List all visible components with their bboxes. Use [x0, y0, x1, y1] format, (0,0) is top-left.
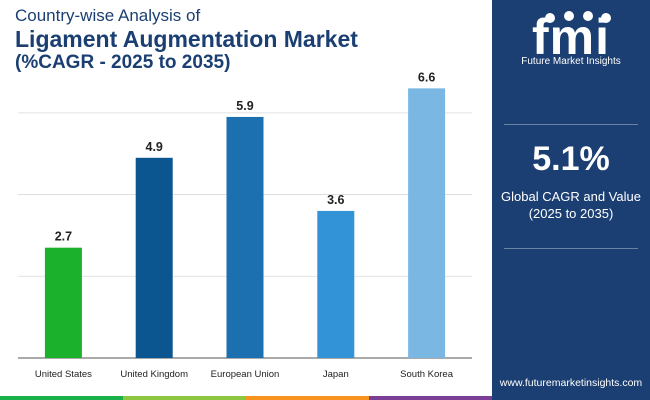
logo-tagline: Future Market Insights: [521, 56, 621, 67]
logo-dot-icon: [545, 13, 555, 23]
footer-segment: [123, 396, 246, 400]
fmi-logo: fmi: [532, 9, 611, 65]
x-tick-label: United States: [35, 369, 92, 380]
bar: [317, 210, 355, 358]
footer-segment: [369, 396, 492, 400]
bar: [226, 116, 264, 358]
logo-dot-icon: [564, 11, 574, 21]
x-tick-label: European Union: [211, 369, 280, 380]
data-label: 5.9: [236, 99, 253, 113]
title-line-1: Country-wise Analysis of: [15, 6, 201, 25]
divider: [504, 124, 638, 125]
footer-color-bar: [0, 396, 492, 400]
chart-title-block: Country-wise Analysis of Ligament Augmen…: [15, 6, 358, 74]
bar: [135, 157, 173, 358]
x-tick-label: South Korea: [400, 369, 454, 380]
title-line-3: (%CAGR - 2025 to 2035): [15, 52, 231, 73]
global-cagr-value: 5.1%: [532, 140, 610, 178]
footer-segment: [0, 396, 123, 400]
cagr-label-line-1: Global CAGR and Value: [501, 189, 641, 204]
website-link[interactable]: www.futuremarketinsights.com: [499, 377, 643, 389]
side-panel: fmi Future Market Insights 5.1% Global C…: [492, 0, 650, 400]
logo-dot-icon: [601, 13, 611, 23]
title-line-2: Ligament Augmentation Market: [15, 26, 358, 52]
data-label: 4.9: [146, 140, 163, 154]
bar: [408, 88, 446, 358]
global-cagr-label: Global CAGR and Value (2025 to 2035): [492, 188, 650, 222]
bar-chart: 2.7 United States 4.9 United Kingdom 5.9 Euro…: [18, 70, 472, 380]
footer-segment: [246, 396, 369, 400]
data-label: 3.6: [327, 193, 344, 207]
divider: [504, 248, 638, 249]
x-tick-label: Japan: [323, 369, 349, 380]
x-tick-label: United Kingdom: [120, 369, 188, 380]
bar: [44, 247, 82, 358]
cagr-label-line-2: (2025 to 2035): [528, 206, 614, 221]
data-label: 6.6: [418, 70, 435, 84]
data-label: 2.7: [55, 230, 72, 244]
logo-dot-icon: [583, 11, 593, 21]
